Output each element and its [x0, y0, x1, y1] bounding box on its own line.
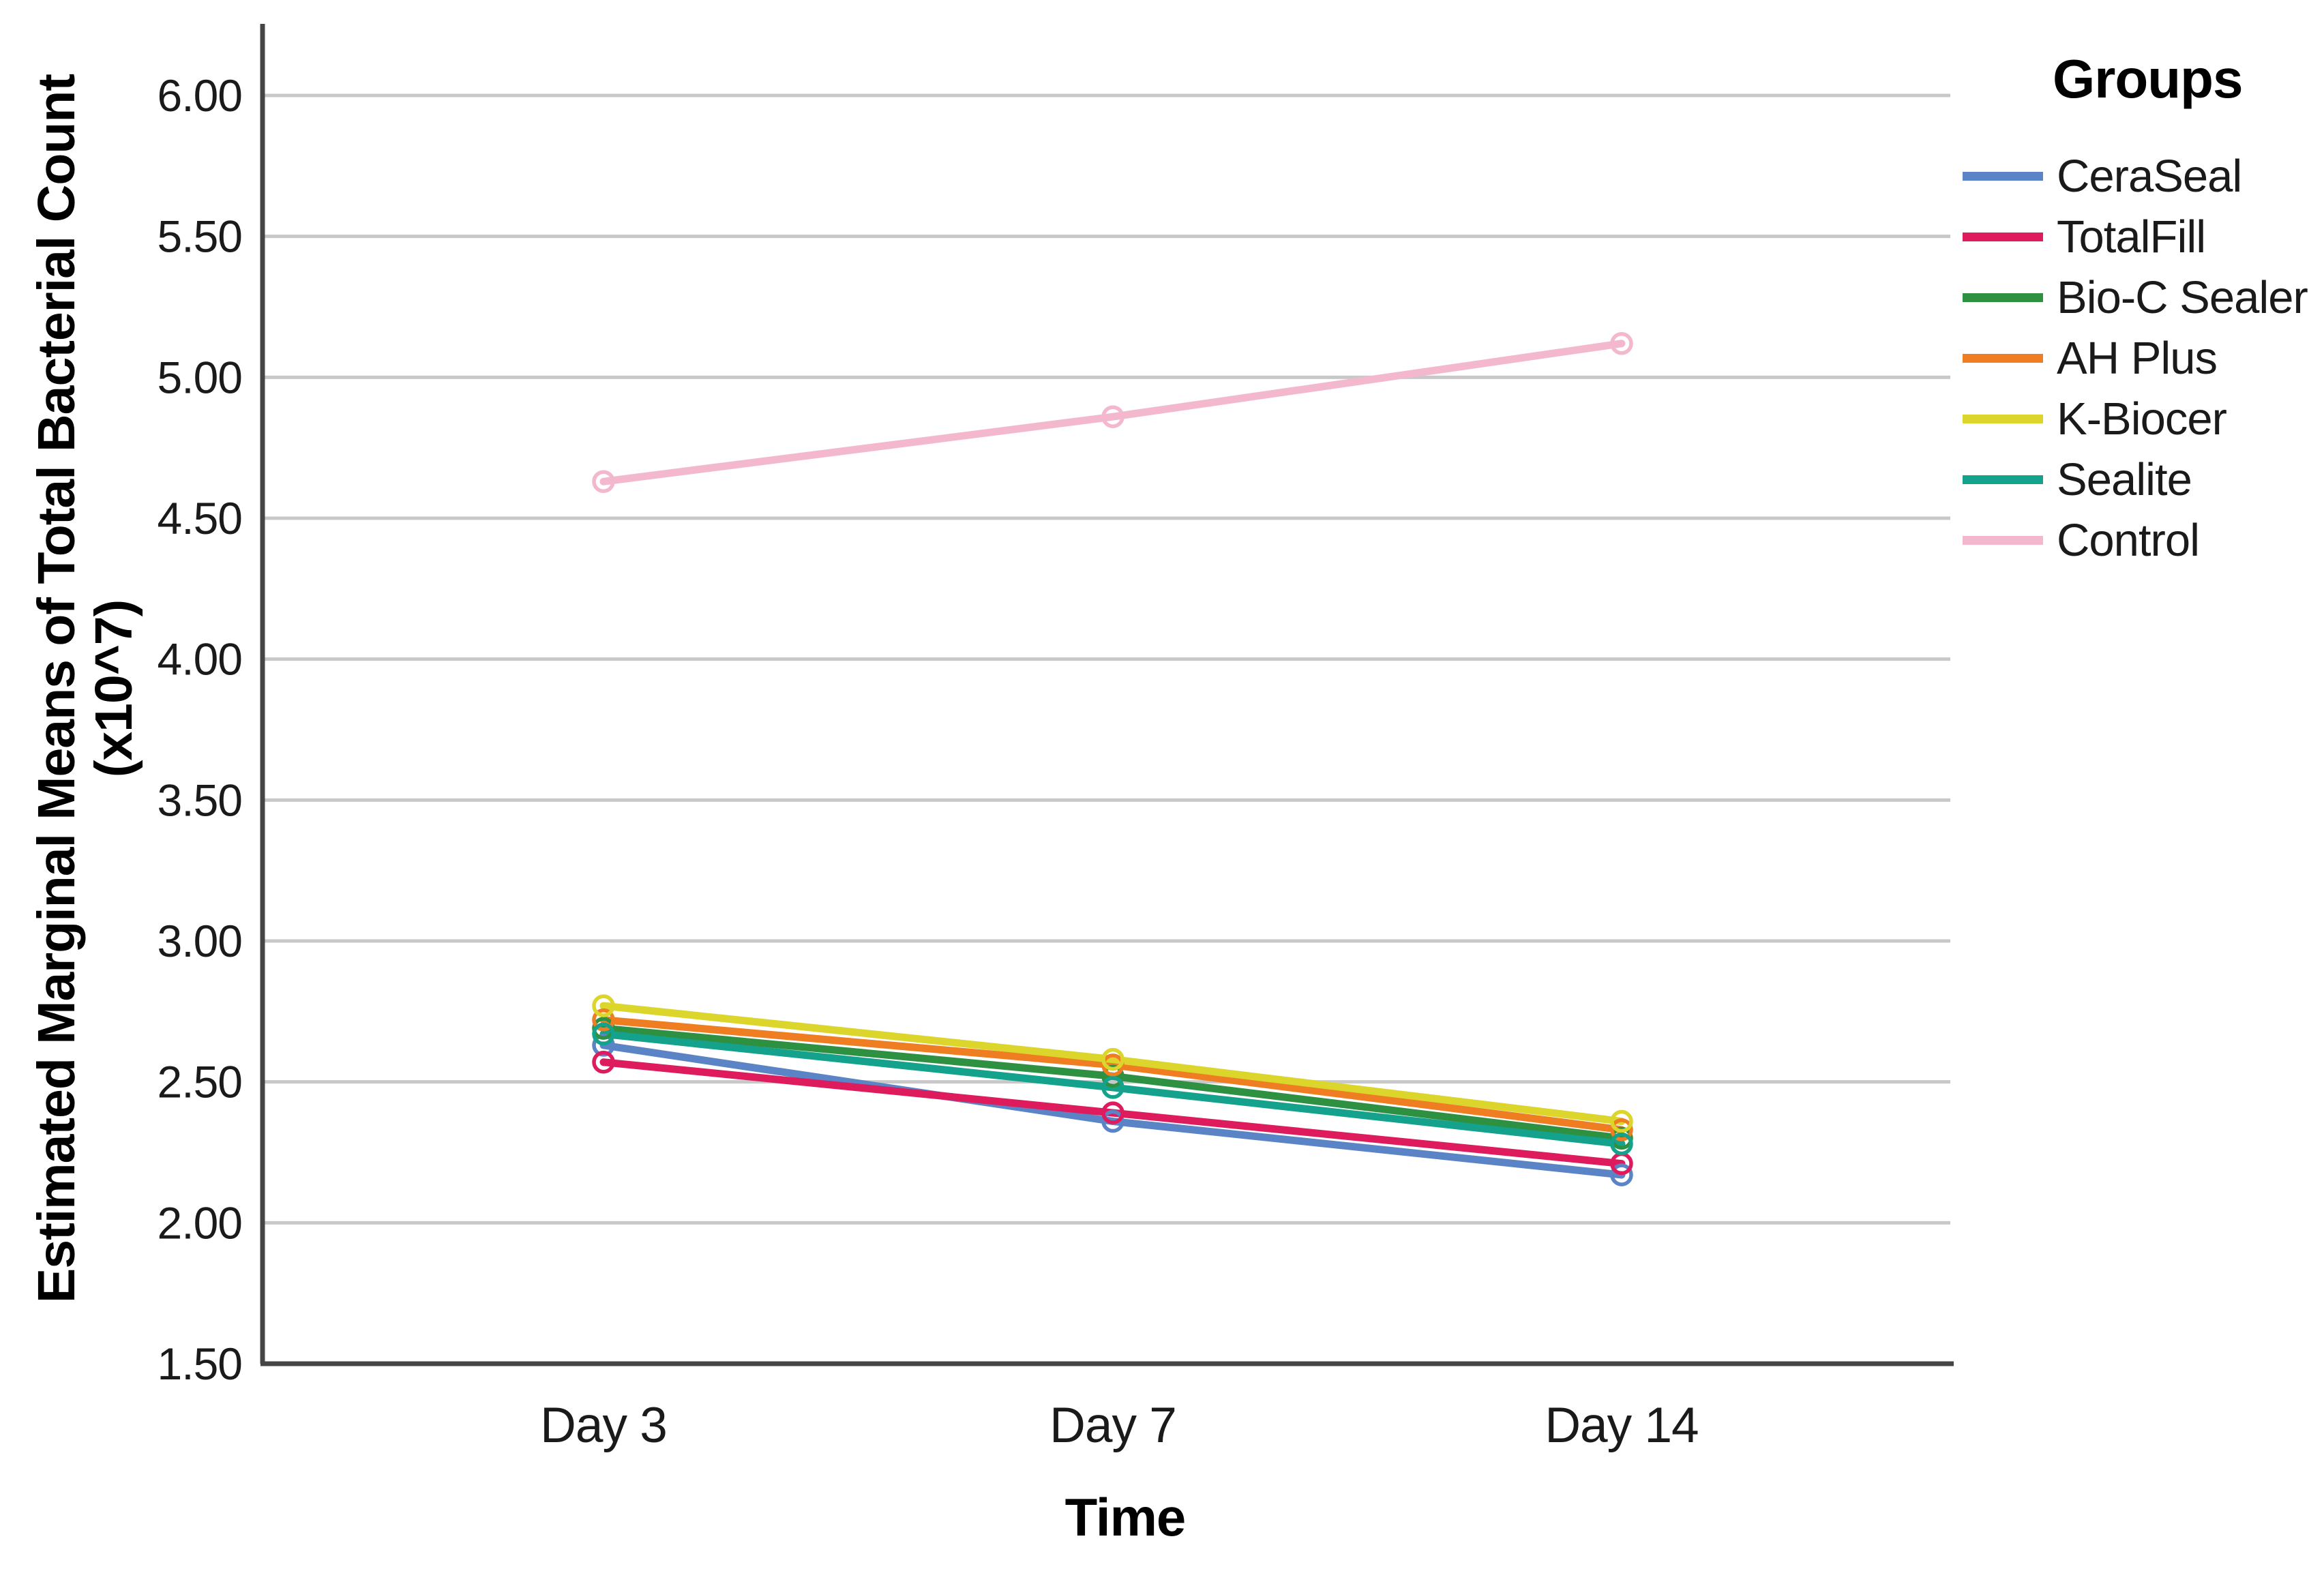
data-point: [592, 994, 615, 1017]
x-tick-label: Day 7: [1049, 1398, 1176, 1453]
data-point: [592, 1008, 615, 1032]
legend-item-label: CeraSeal: [2057, 151, 2242, 202]
legend-item: Control: [1963, 510, 2317, 571]
data-point: [1610, 331, 1633, 355]
legend-swatch: [1963, 293, 2043, 302]
y-tick-label: 3.50: [158, 775, 242, 825]
data-point: [1101, 1109, 1124, 1133]
data-point: [592, 1022, 615, 1046]
data-point: [1610, 1118, 1633, 1141]
legend-item-label: Control: [2057, 515, 2200, 566]
legend-title: Groups: [2053, 48, 2243, 109]
data-point: [592, 1050, 615, 1074]
legend-item: K-Biocer: [1963, 389, 2317, 449]
data-point: [1101, 1076, 1124, 1099]
series-line-k-biocer: [599, 1002, 1626, 1126]
legend-swatch: [1963, 536, 2043, 545]
x-tick-label: Day 3: [540, 1398, 667, 1453]
y-tick-label: 4.00: [158, 634, 242, 685]
y-axis-title: Estimated Marginal Means of Total Bacter…: [27, 7, 143, 1371]
legend-item-label: Sealite: [2057, 454, 2192, 505]
y-tick-label: 1.50: [158, 1338, 242, 1389]
legend-swatch: [1963, 233, 2043, 241]
legend-item: AH Plus: [1963, 328, 2317, 389]
legend: Groups CeraSeal TotalFill Bio-C Sealer AH P…: [1963, 48, 2317, 571]
y-tick-label: 2.50: [158, 1057, 242, 1107]
y-tick-label: 5.00: [158, 352, 242, 402]
y-tick-label: 6.00: [158, 70, 242, 121]
x-axis-title: Time: [1064, 1487, 1187, 1547]
legend-swatch: [1963, 354, 2043, 363]
data-point: [1101, 1064, 1124, 1088]
data-point: [592, 470, 615, 494]
legend-swatch: [1963, 475, 2043, 484]
data-point: [1610, 1163, 1633, 1186]
y-tick-label: 3.00: [158, 916, 242, 966]
y-tick-label: 4.50: [158, 493, 242, 543]
data-point: [1610, 1132, 1633, 1156]
y-tick-label: 2.00: [158, 1197, 242, 1248]
legend-item-label: TotalFill: [2057, 211, 2206, 263]
legend-swatch: [1963, 415, 2043, 423]
legend-items: CeraSeal TotalFill Bio-C Sealer AH Plus K-Bi…: [1963, 146, 2317, 571]
legend-item: Bio-C Sealer: [1963, 267, 2317, 328]
y-axis-title-line1: Estimated Marginal Means of Total Bacter…: [27, 74, 86, 1304]
y-axis-title-line2: (x10^7): [85, 599, 143, 778]
legend-item-label: K-Biocer: [2057, 393, 2227, 445]
data-point: [1610, 1109, 1633, 1133]
legend-item-label: AH Plus: [2057, 333, 2218, 384]
legend-item: CeraSeal: [1963, 146, 2317, 207]
y-tick-label: 5.50: [158, 211, 242, 262]
legend-item: TotalFill: [1963, 207, 2317, 267]
data-point: [1101, 405, 1124, 428]
legend-item: Sealite: [1963, 449, 2317, 510]
series-line-control: [599, 340, 1626, 485]
data-point: [1101, 1101, 1124, 1124]
x-tick-label: Day 14: [1545, 1398, 1698, 1453]
data-point: [592, 1034, 615, 1057]
legend-swatch: [1963, 172, 2043, 181]
legend-item-label: Bio-C Sealer: [2057, 272, 2308, 323]
data-point: [1101, 1047, 1124, 1071]
